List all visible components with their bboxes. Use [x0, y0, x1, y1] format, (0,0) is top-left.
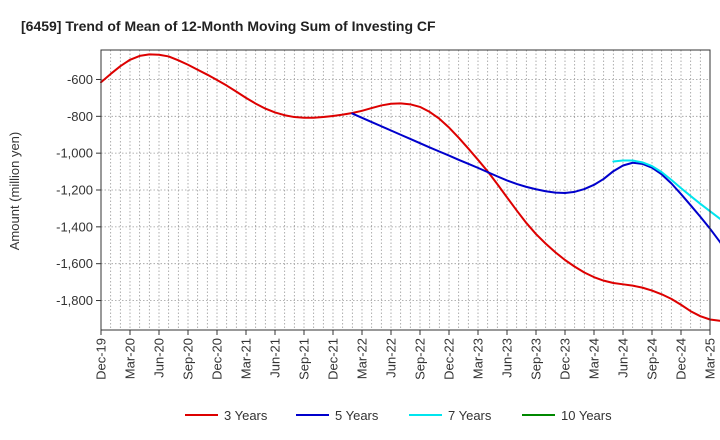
x-tick-label: Dec-24	[674, 338, 689, 380]
y-tick-label: -600	[67, 72, 93, 87]
y-tick-label: -1,400	[56, 219, 93, 234]
legend-label: 7 Years	[448, 408, 492, 423]
x-tick-label: Mar-21	[239, 338, 254, 379]
legend-label: 3 Years	[224, 408, 268, 423]
x-tick-label: Jun-22	[384, 338, 399, 378]
x-tick-label: Dec-23	[558, 338, 573, 380]
x-tick-label: Mar-25	[703, 338, 718, 379]
x-tick-label: Mar-23	[471, 338, 486, 379]
x-tick-label: Sep-20	[181, 338, 196, 380]
series-line-5-years	[351, 112, 720, 244]
x-tick-label: Jun-20	[152, 338, 167, 378]
x-tick-label: Dec-20	[210, 338, 225, 380]
x-tick-label: Jun-23	[500, 338, 515, 378]
y-axis-ticks: -600 -800 -1,000 -1,200 -1,400 -1,600 -1,800	[56, 72, 101, 308]
y-tick-label: -1,200	[56, 183, 93, 198]
x-tick-label: Dec-21	[326, 338, 341, 380]
series-line-7-years	[612, 159, 720, 221]
series-line-3-years	[100, 53, 720, 322]
x-tick-label: Mar-20	[123, 338, 138, 379]
legend-label: 5 Years	[335, 408, 379, 423]
x-tick-label: Sep-21	[297, 338, 312, 380]
y-tick-label: -1,800	[56, 293, 93, 308]
x-tick-label: Sep-24	[645, 338, 660, 380]
x-tick-label: Mar-24	[587, 338, 602, 379]
legend-label: 10 Years	[561, 408, 612, 423]
x-tick-label: Jun-21	[268, 338, 283, 378]
x-tick-label: Dec-22	[442, 338, 457, 380]
x-tick-label: Jun-24	[616, 338, 631, 378]
legend: 3 Years 5 Years 7 Years 10 Years	[185, 408, 612, 423]
x-tick-label: Sep-22	[413, 338, 428, 380]
x-tick-label: Mar-22	[355, 338, 370, 379]
chart-title: [6459] Trend of Mean of 12-Month Moving …	[21, 18, 436, 34]
y-tick-label: -1,000	[56, 146, 93, 161]
y-tick-label: -800	[67, 109, 93, 124]
y-axis-label: Amount (million yen)	[7, 132, 22, 251]
x-tick-label: Dec-19	[94, 338, 109, 380]
x-tick-label: Sep-23	[529, 338, 544, 380]
x-axis-ticks: Dec-19 Mar-20 Jun-20 Sep-20 Dec-20 Mar-21 Jun-…	[94, 330, 718, 380]
y-tick-label: -1,600	[56, 256, 93, 271]
grid	[101, 50, 710, 330]
